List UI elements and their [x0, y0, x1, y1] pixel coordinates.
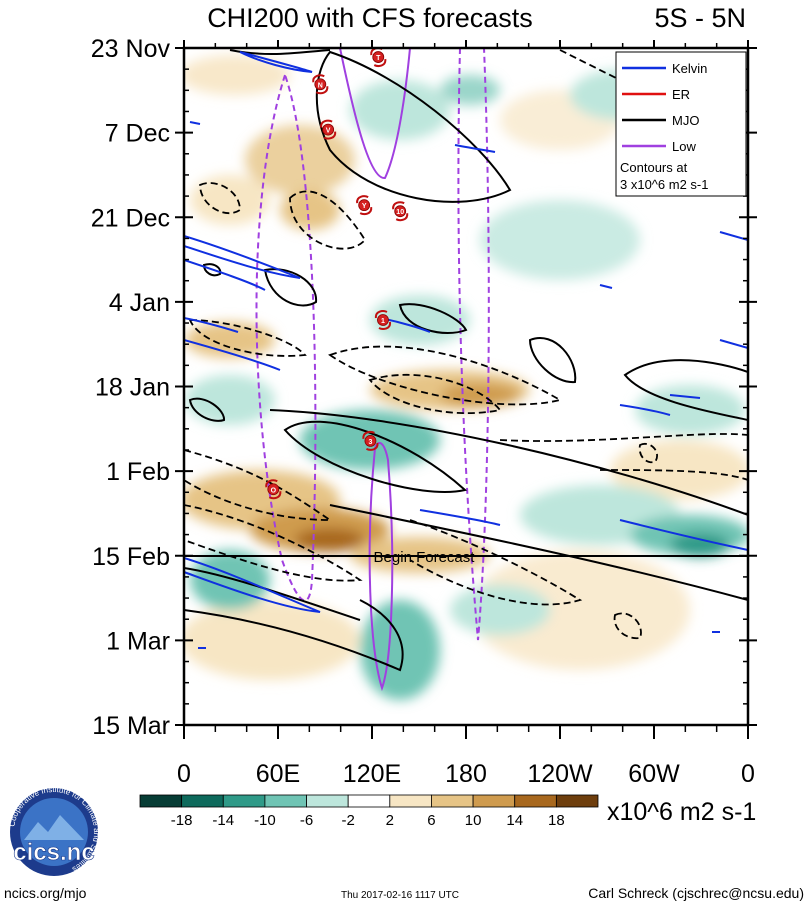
x-tick-label: 120W — [527, 760, 593, 788]
colorbar-swatch — [431, 794, 474, 808]
colorbar-swatch — [222, 794, 266, 808]
y-tick-label: 18 Jan — [95, 374, 170, 402]
storm-dot — [322, 123, 335, 136]
colorbar-label: 18 — [548, 812, 565, 829]
y-tick-label: 1 Feb — [106, 458, 170, 486]
storm-label: O — [271, 487, 277, 494]
storm-dot — [358, 199, 371, 212]
storm-swirl — [315, 86, 329, 95]
storm-swirl — [312, 74, 325, 83]
storm-swirl — [365, 442, 379, 451]
colorbar-label: 6 — [427, 812, 435, 829]
legend-label-low: Low — [672, 139, 696, 154]
storm-swirl — [356, 195, 369, 204]
colorbar-label: -14 — [212, 812, 234, 829]
chart-region: 5S - 5N — [654, 3, 746, 33]
storm-swirl — [320, 119, 333, 128]
storm-label: T — [376, 55, 381, 62]
storm-label: Y — [362, 203, 367, 210]
colorbar-swatch — [264, 794, 307, 808]
x-tick-label: 0 — [177, 760, 191, 788]
y-tick-label: 1 Mar — [106, 627, 170, 655]
legend-label-kelvin: Kelvin — [672, 61, 707, 76]
mjo-dashed-contours — [184, 49, 748, 640]
colorbar-swatch — [306, 794, 349, 808]
legend-label-mjo: MJO — [672, 113, 699, 128]
storm-dot — [364, 435, 377, 447]
colorbar-swatch — [347, 794, 391, 808]
storm-swirl — [392, 201, 405, 210]
cicsnc-logo: Cooperative Institute for Climate and Sa… — [7, 785, 101, 876]
axes: 23 Nov 7 Dec 21 Dec 4 Jan 18 Jan 1 Feb 15 Feb 1… — [91, 35, 757, 788]
colorbar-label: -2 — [342, 812, 355, 829]
storm-swirl — [374, 310, 388, 319]
colorbar-label: 10 — [465, 812, 482, 829]
colorbar-swatch — [514, 794, 557, 808]
storm-swirl — [265, 479, 278, 488]
colorbar-label: 2 — [386, 812, 394, 829]
storm-marker: O — [265, 479, 282, 500]
storm-swirl — [323, 131, 337, 140]
logo-text: cics.nc — [13, 839, 94, 866]
contour-note-line2: 3 x10^6 m2 s-1 — [620, 177, 708, 192]
colorbar-label: -18 — [171, 812, 193, 829]
colorbar: -18 -14 -10 -6 -2 2 6 10 14 18 — [139, 794, 599, 829]
y-tick-label: 23 Nov — [91, 35, 171, 63]
x-tick-label: 0 — [741, 760, 755, 788]
legend-box: Kelvin ER MJO Low Contours at 3 x10^6 m2 s-… — [615, 51, 747, 197]
colorbar-swatch — [389, 794, 432, 808]
begin-forecast-label: Begin Forecast — [374, 549, 476, 566]
storm-swirl — [359, 207, 373, 216]
colorbar-label: -10 — [254, 812, 276, 829]
footer-right: Carl Schreck (cjschrec@ncsu.edu) — [588, 885, 804, 901]
footer-left: ncics.org/mjo — [4, 885, 87, 901]
kelvin-contours — [184, 51, 748, 649]
storm-swirl — [373, 58, 387, 67]
storm-dot — [314, 78, 327, 91]
storm-dot — [377, 314, 389, 326]
colorbar-units: x10^6 m2 s-1 — [607, 798, 756, 826]
storm-swirl — [395, 213, 409, 222]
storm-dot — [267, 483, 280, 496]
footer-center: Thu 2017-02-16 1117 UTC — [341, 890, 459, 901]
storm-marker: V — [320, 119, 337, 140]
storm-dot — [394, 205, 407, 218]
y-tick-label: 21 Dec — [91, 204, 170, 232]
storm-label: 10 — [396, 209, 404, 216]
y-tick-label: 4 Jan — [109, 289, 170, 317]
storm-marker: N — [312, 74, 329, 95]
storm-label: 1 — [381, 318, 385, 325]
x-tick-label: 60E — [256, 760, 300, 788]
x-tick-label: 120E — [343, 760, 401, 788]
storm-label: N — [318, 82, 323, 89]
storm-marker: 10 — [392, 201, 409, 222]
storm-label: 3 — [368, 439, 372, 446]
storm-label: V — [326, 128, 331, 135]
storm-swirl — [362, 431, 375, 440]
mjo-contours — [184, 49, 748, 672]
storm-marker: 3 — [362, 431, 379, 451]
y-tick-label: 15 Feb — [92, 543, 170, 571]
colorbar-swatch — [139, 794, 183, 808]
storm-marker: Y — [356, 195, 373, 216]
colorbar-swatch — [181, 794, 224, 808]
chart-title: CHI200 with CFS forecasts — [207, 3, 533, 33]
x-tick-label: 60W — [628, 760, 680, 788]
storm-dot — [372, 51, 385, 63]
y-tick-label: 15 Mar — [92, 712, 170, 740]
contour-note-line1: Contours at — [620, 160, 688, 175]
colorbar-label: 14 — [506, 812, 523, 829]
colorbar-label: -6 — [300, 812, 313, 829]
legend-label-er: ER — [672, 87, 690, 102]
colorbar-swatch — [472, 794, 516, 808]
colorbar-swatch — [555, 794, 599, 808]
storm-swirl — [378, 321, 391, 330]
x-tick-label: 180 — [445, 760, 487, 788]
storm-marker: 1 — [374, 310, 391, 330]
storm-swirl — [268, 491, 282, 500]
y-tick-label: 7 Dec — [105, 120, 170, 148]
